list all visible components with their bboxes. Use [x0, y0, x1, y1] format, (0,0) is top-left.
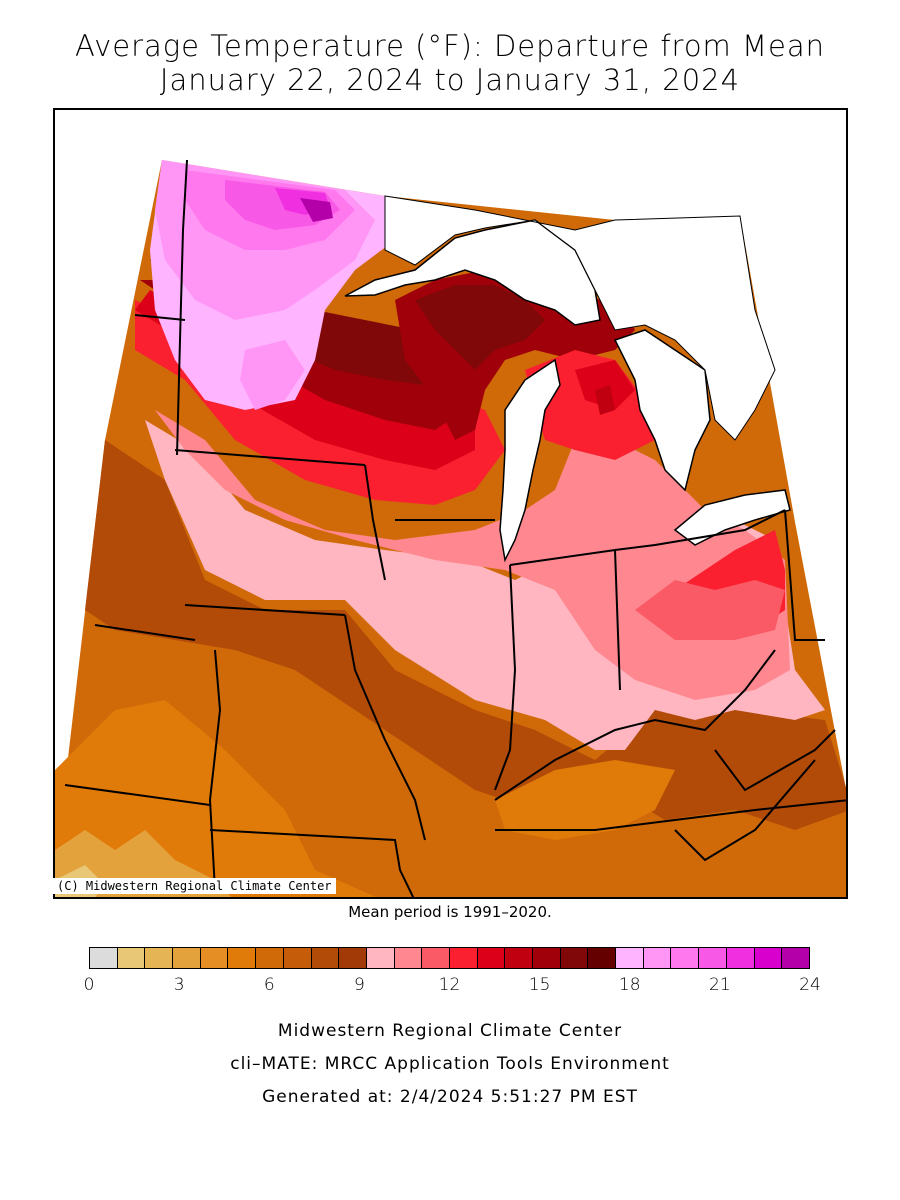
legend-swatch: [533, 948, 561, 968]
legend-tick-label: 21: [709, 975, 731, 995]
legend-swatch: [643, 948, 672, 968]
legend-swatch: [394, 948, 423, 968]
legend-swatch: [782, 948, 809, 968]
legend-swatch: [117, 948, 146, 968]
lake-superior: [344, 219, 601, 326]
footer-tool-name: cli–MATE: MRCC Application Tools Environ…: [230, 1054, 670, 1074]
legend-swatch: [366, 948, 395, 968]
legend-tick-label: 0: [83, 975, 95, 995]
footer-generated-time: Generated at: 2/4/2024 5:51:27 PM EST: [262, 1087, 638, 1107]
legend-swatch: [477, 948, 506, 968]
legend-swatch: [256, 948, 284, 968]
map-title: Average Temperature (°F): Departure from…: [74, 29, 826, 63]
color-scale-legend: [89, 947, 810, 969]
legend-swatch: [339, 948, 367, 968]
canada-area: [384, 195, 776, 441]
temperature-departure-map: [53, 108, 848, 899]
legend-swatch: [311, 948, 340, 968]
legend-swatch: [228, 948, 257, 968]
legend-swatch: [699, 948, 727, 968]
legend-swatch: [754, 948, 783, 968]
legend-swatch: [726, 948, 755, 968]
legend-swatch: [449, 948, 478, 968]
footer-organization: Midwestern Regional Climate Center: [277, 1021, 623, 1041]
legend-tick-label: 9: [353, 975, 365, 995]
legend-swatch: [560, 948, 589, 968]
legend-tick-label: 15: [528, 975, 551, 995]
legend-tick-label: 24: [799, 975, 821, 995]
lake-michigan: [499, 358, 561, 563]
legend-tick-label: 6: [263, 975, 275, 995]
legend-swatch: [173, 948, 201, 968]
legend-swatch: [505, 948, 533, 968]
legend-tick-label: 12: [438, 975, 461, 995]
map-canvas: [55, 110, 846, 897]
legend-tick-label: 18: [618, 975, 641, 995]
lake-erie: [673, 489, 791, 546]
legend-swatch: [616, 948, 644, 968]
legend-swatch: [200, 948, 229, 968]
legend-swatch: [588, 948, 617, 968]
legend-swatch: [422, 948, 450, 968]
legend-swatch: [90, 948, 118, 968]
legend-tick-label: 3: [173, 975, 185, 995]
legend-swatch: [283, 948, 312, 968]
date-range-subtitle: January 22, 2024 to January 31, 2024: [159, 63, 741, 97]
lake-huron: [613, 329, 711, 492]
legend-swatch: [671, 948, 700, 968]
mean-period-note: Mean period is 1991–2020.: [348, 903, 552, 921]
color-scale-tick-labels: 0 3 6 9 12 15 18 21 24: [0, 975, 900, 999]
legend-swatch: [145, 948, 174, 968]
map-copyright: (C) Midwestern Regional Climate Center: [53, 878, 336, 894]
